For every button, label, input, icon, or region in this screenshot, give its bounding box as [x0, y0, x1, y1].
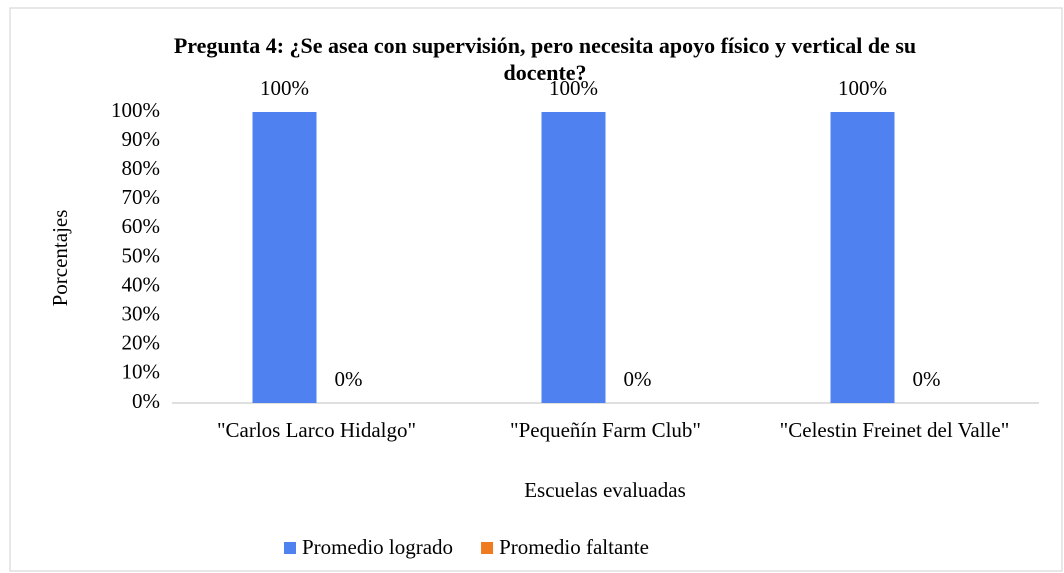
- legend-swatch: [284, 542, 296, 554]
- legend-label: Promedio logrado: [302, 535, 453, 559]
- y-tick-label: 40%: [122, 272, 161, 296]
- bar: [252, 112, 317, 403]
- y-tick-label: 20%: [122, 331, 161, 355]
- frame: [9, 7, 1063, 572]
- data-label: 0%: [624, 367, 652, 391]
- y-tick-label: 0%: [132, 389, 160, 413]
- x-tick-label: "Carlos Larco Hidalgo": [216, 418, 417, 442]
- y-tick-label: 30%: [122, 302, 161, 326]
- y-tick-label: 100%: [111, 98, 160, 122]
- y-tick-label: 10%: [122, 360, 161, 384]
- y-tick-label: 60%: [122, 214, 161, 238]
- data-label: 100%: [838, 76, 887, 100]
- data-label: 0%: [335, 367, 363, 391]
- bar: [541, 112, 606, 403]
- x-axis-title: Escuelas evaluadas: [524, 478, 686, 502]
- legend-label: Promedio faltante: [499, 535, 649, 559]
- y-tick-label: 50%: [122, 243, 161, 267]
- legend-swatch: [481, 542, 494, 554]
- y-axis-title: Porcentajes: [48, 210, 72, 307]
- data-label: 0%: [913, 367, 941, 391]
- data-label: 100%: [260, 76, 309, 100]
- data-label: 100%: [549, 76, 598, 100]
- x-tick-label: "Celestin Freinet del Valle": [779, 418, 1010, 442]
- chart-title: Pregunta 4: ¿Se asea con supervisión, pe…: [173, 33, 917, 85]
- x-tick-label: "Pequeñín Farm Club": [510, 418, 701, 442]
- y-tick-label: 70%: [122, 185, 161, 209]
- y-tick-label: 90%: [122, 127, 161, 151]
- y-tick-label: 80%: [122, 156, 161, 180]
- bar: [830, 112, 895, 403]
